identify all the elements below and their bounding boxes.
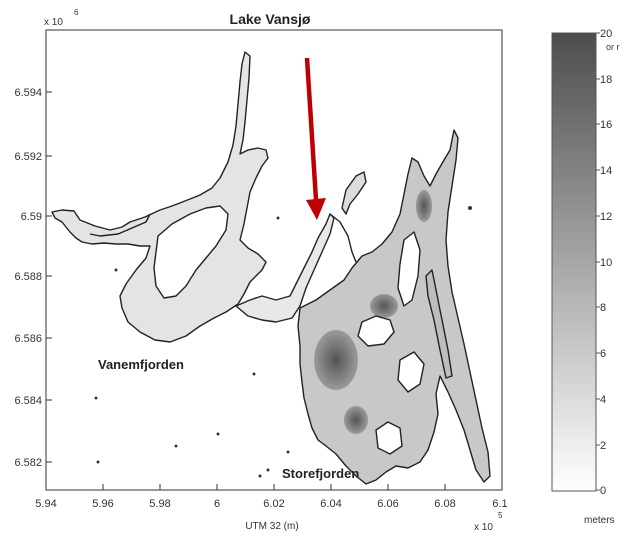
- east-island-3: [397, 351, 425, 393]
- y-axis: 6.594 6.592 6.59 6.588 6.586 6.584 6.582…: [14, 8, 79, 469]
- colorbar-tick-label: 14: [600, 165, 612, 177]
- y-tick-label: 6.594: [14, 87, 42, 99]
- colorbar-tick-label: 4: [600, 394, 606, 406]
- vanemfjorden-label: Vanemfjorden: [98, 357, 184, 372]
- x-tick-label: 6.06: [377, 498, 398, 510]
- west-island: [153, 205, 229, 299]
- x-axis-label: UTM 32 (m): [245, 521, 298, 532]
- deep-zone-south: [344, 406, 368, 434]
- colorbar-gradient: [551, 32, 597, 492]
- x-exponent-base: x 10: [474, 522, 493, 533]
- colorbar-tick-label: 6: [600, 348, 606, 360]
- vanemfjorden-basin: [51, 51, 269, 343]
- colorbar-tick-label: 0: [600, 485, 606, 497]
- x-axis: 5.94 5.96 5.98 6 6.02 6.04 6.06 6.08 6.1…: [35, 484, 508, 533]
- x-tick-label: 6.08: [434, 498, 455, 510]
- colorbar-tick-label: 12: [600, 211, 612, 223]
- east-island-1: [357, 315, 395, 347]
- deep-zone-north: [416, 190, 432, 222]
- east-island-2: [397, 231, 421, 307]
- colorbar-tick-label: 18: [600, 74, 612, 86]
- river-line: [329, 213, 357, 263]
- north-inlet: [341, 171, 367, 215]
- colorbar: 20 or r 18 16 14 12 10 8 6 4 2 0 meters: [551, 28, 620, 526]
- colorbar-unit-label: meters: [584, 515, 615, 526]
- colorbar-tick-label: 10: [600, 257, 612, 269]
- y-tick-label: 6.586: [14, 333, 42, 345]
- x-tick-label: 6: [214, 498, 220, 510]
- east-island-4: [375, 421, 403, 455]
- y-exponent-base: x 10: [44, 17, 63, 28]
- y-tick-label: 6.582: [14, 457, 42, 469]
- colorbar-top-note: or r: [606, 42, 620, 52]
- colorbar-tick-label: 8: [600, 302, 606, 314]
- x-tick-label: 6.04: [320, 498, 341, 510]
- pointer-arrow: [304, 57, 326, 220]
- storefjorden-label: Storefjorden: [282, 466, 359, 481]
- eastern-arm: [425, 269, 453, 379]
- y-tick-label: 6.584: [14, 395, 42, 407]
- deep-zone-central: [314, 330, 358, 390]
- river-line-west: [89, 213, 151, 237]
- y-tick-label: 6.592: [14, 151, 42, 163]
- small-islands: [94, 206, 472, 478]
- x-tick-label: 5.96: [92, 498, 113, 510]
- colorbar-tick-label: 16: [600, 119, 612, 131]
- x-tick-label: 6.02: [263, 498, 284, 510]
- colorbar-tick-label: 20: [600, 28, 612, 40]
- map-title: Lake Vansjø: [230, 11, 311, 27]
- x-tick-label: 5.98: [149, 498, 170, 510]
- y-exponent-power: 6: [74, 8, 79, 17]
- x-exponent-power: 5: [498, 511, 503, 520]
- x-tick-label: 6.1: [492, 498, 507, 510]
- colorbar-tick-label: 2: [600, 440, 606, 452]
- y-tick-label: 6.59: [21, 211, 42, 223]
- deep-zone-mid: [370, 294, 398, 318]
- y-tick-label: 6.588: [14, 271, 42, 283]
- lake-shoreline: [51, 51, 491, 485]
- x-tick-label: 5.94: [35, 498, 56, 510]
